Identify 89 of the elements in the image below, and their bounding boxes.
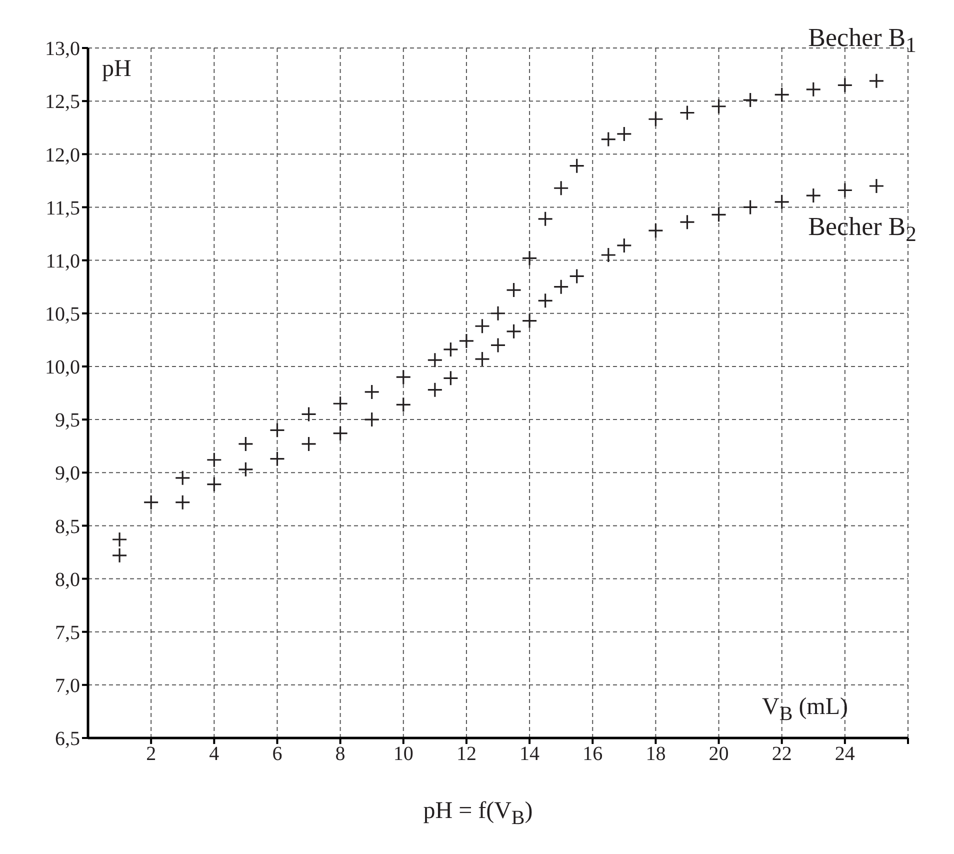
point: [538, 292, 554, 308]
point: [174, 470, 190, 486]
point: [332, 426, 348, 442]
y-tick-label: 9,5: [55, 410, 80, 432]
point: [474, 318, 490, 334]
point: [238, 436, 254, 452]
point: [774, 86, 790, 103]
point: [396, 369, 412, 385]
point: [364, 384, 380, 400]
point: [174, 494, 190, 510]
point: [269, 451, 286, 467]
point: [112, 548, 128, 564]
x-tick-label: 2: [146, 743, 156, 766]
point: [143, 494, 159, 510]
point: [300, 406, 317, 422]
x-tick-label: 16: [582, 743, 603, 766]
y-axis-title: pH: [102, 56, 132, 83]
point: [427, 352, 443, 368]
x-tick-label: 8: [335, 743, 346, 766]
x-tick-label: 4: [209, 743, 220, 766]
series-label: Becher B$_{1}$: [808, 22, 916, 58]
point: [522, 313, 538, 329]
y-tick-label: 7,5: [55, 622, 80, 644]
y-tick-label: 8,0: [55, 568, 80, 591]
point: [868, 178, 884, 194]
point: [806, 188, 822, 204]
y-tick-label: 10,5: [45, 303, 80, 326]
point: [490, 306, 506, 322]
point: [442, 342, 458, 358]
x-tick-label: 18: [646, 743, 666, 766]
x-tick-label: 22: [772, 743, 792, 766]
y-tick-label: 8,5: [55, 516, 80, 538]
point: [538, 211, 554, 227]
y-tick-label: 7,0: [55, 675, 80, 698]
y-tick-label: 6,5: [55, 728, 80, 750]
y-tick-label: 12,0: [45, 144, 80, 166]
x-tick-label: 10: [393, 743, 414, 766]
point: [112, 532, 128, 548]
x-tick-label: 6: [272, 743, 282, 766]
point: [837, 182, 853, 198]
y-tick-label: 10,0: [45, 356, 80, 379]
y-tick-label: 12,5: [45, 91, 80, 114]
point: [364, 412, 380, 428]
point: [506, 282, 522, 298]
point: [648, 111, 664, 127]
point: [648, 222, 664, 238]
point: [300, 436, 317, 452]
y-tick-label: 13,0: [45, 38, 80, 60]
y-tick-label: 9,0: [55, 462, 80, 485]
point: [600, 247, 616, 263]
point: [569, 268, 585, 284]
point: [806, 82, 822, 98]
point: [206, 452, 222, 468]
point: [490, 337, 506, 354]
point: [679, 214, 696, 230]
point: [238, 462, 254, 478]
text: pH = f(V$_{B}$): [422, 798, 534, 830]
point: [458, 333, 474, 349]
point: [332, 396, 348, 412]
x-tick-label: 12: [456, 743, 476, 766]
point: [710, 98, 727, 114]
point: [553, 279, 569, 295]
x-tick-label: 20: [708, 743, 729, 766]
point: [206, 476, 222, 492]
point: [742, 92, 758, 108]
point: [506, 324, 522, 340]
point: [427, 382, 443, 398]
y-tick-label: 11,5: [46, 197, 80, 220]
point: [616, 126, 632, 142]
point: [774, 194, 790, 210]
point: [837, 77, 853, 93]
point: [522, 250, 538, 266]
point: [553, 180, 569, 196]
point: [269, 422, 286, 438]
point: [710, 206, 727, 222]
point: [679, 104, 696, 121]
point: [569, 158, 585, 174]
y-tick-label: 11,0: [46, 250, 80, 272]
point: [616, 238, 632, 254]
series-label: Becher B$_{2}$: [808, 212, 916, 248]
point: [868, 73, 884, 89]
point: [600, 131, 616, 148]
x-tick-label: 14: [520, 743, 540, 766]
point: [442, 370, 458, 386]
point: [474, 351, 490, 367]
x-tick-label: 24: [834, 743, 855, 766]
x-axis-title: V$_{B}$ (mL): [762, 694, 848, 726]
point: [742, 199, 758, 216]
point: [396, 396, 412, 412]
